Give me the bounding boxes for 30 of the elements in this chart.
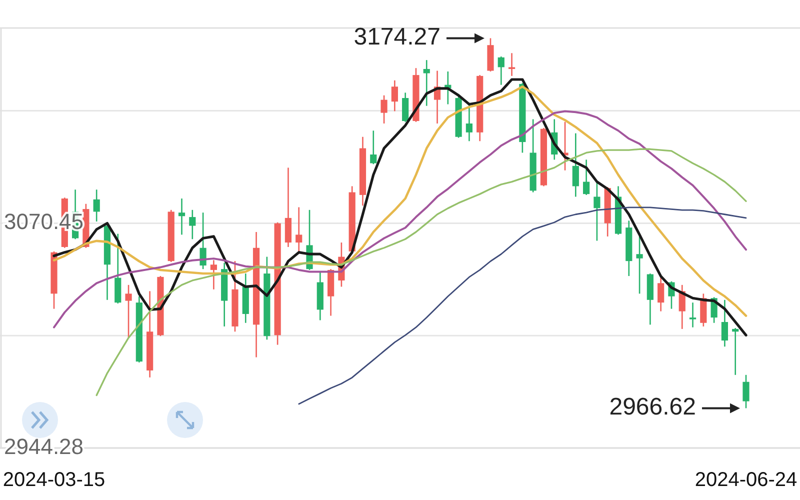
- x-tick-label: 2024-03-15: [2, 469, 106, 491]
- candlestick: [189, 209, 196, 240]
- candlestick: [498, 56, 504, 86]
- candlestick: [210, 260, 217, 290]
- candlestick: [466, 104, 472, 142]
- candlestick: [402, 92, 409, 123]
- candlestick: [583, 159, 590, 196]
- candlestick: [636, 236, 643, 294]
- candlestick: [594, 181, 600, 242]
- line-series: [96, 148, 747, 396]
- y-tick-label: 2944.28: [4, 434, 84, 459]
- annotation: 2966.62: [609, 394, 696, 421]
- candlestick: [742, 374, 750, 409]
- candlestick: [200, 212, 206, 270]
- candlestick: [93, 188, 100, 222]
- candlestick: [732, 327, 739, 376]
- candlestick: [391, 80, 398, 112]
- candlestick: [125, 284, 132, 338]
- candlestick: [178, 198, 186, 236]
- candlestick: [689, 302, 696, 328]
- candlestick: [296, 206, 302, 252]
- x-tick-label: 2024-06-24: [694, 469, 798, 491]
- candlestick: [508, 52, 516, 77]
- candlestick: [572, 132, 579, 198]
- candlestick: [380, 94, 388, 124]
- candlestick: [423, 59, 430, 107]
- candlestick: [370, 130, 377, 165]
- candlestick: [721, 299, 728, 348]
- annotation: 3174.27: [354, 24, 440, 51]
- candlestick: [658, 275, 664, 312]
